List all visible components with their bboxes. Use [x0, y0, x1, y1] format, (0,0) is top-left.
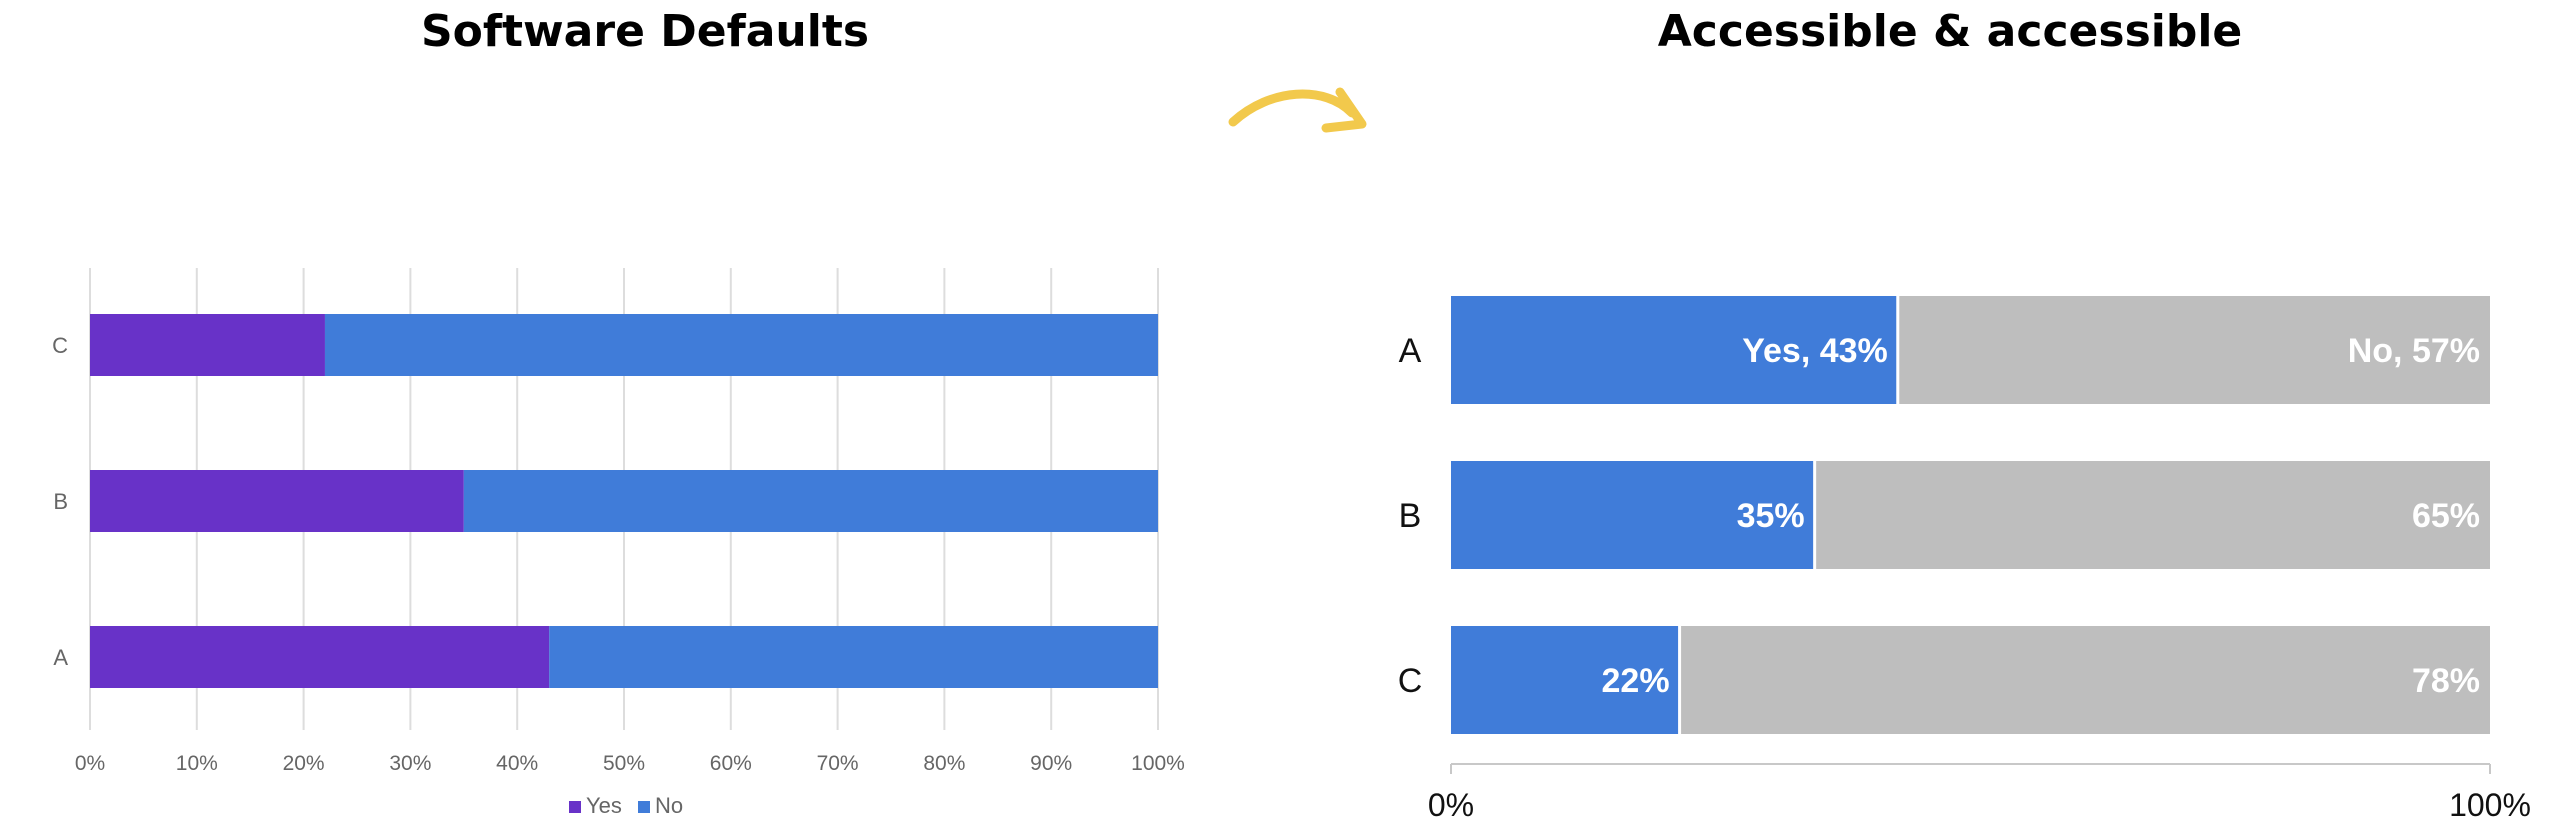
arrow-head	[1321, 87, 1367, 133]
data-label: 35%	[1737, 497, 1805, 535]
bar-segment-no-b	[1814, 461, 2490, 569]
data-label: 65%	[2412, 497, 2480, 535]
y-tick-label: B	[1399, 497, 1422, 535]
bar-yes-c	[90, 314, 325, 376]
y-tick-label: B	[53, 489, 68, 514]
x-tick-label: 100%	[1131, 752, 1185, 775]
x-tick-label: 60%	[710, 752, 752, 775]
data-label: 22%	[1602, 662, 1670, 700]
x-tick-label: 10%	[176, 752, 218, 775]
x-tick-label: 70%	[817, 752, 859, 775]
legend-swatch-no	[638, 801, 650, 813]
legend-swatch-yes	[569, 801, 581, 813]
data-label: No, 57%	[2348, 332, 2480, 370]
x-tick-label: 40%	[496, 752, 538, 775]
curved-arrow-right-icon	[1228, 89, 1357, 127]
x-tick-label: 0%	[75, 752, 105, 775]
bar-yes-a	[90, 626, 550, 688]
right-chart-title: Accessible & accessible	[1657, 6, 2243, 57]
x-tick-label: 50%	[603, 752, 645, 775]
left-chart-title: Software Defaults	[420, 6, 870, 57]
x-tick-label: 90%	[1030, 752, 1072, 775]
x-tick-label: 30%	[389, 752, 431, 775]
y-tick-label: A	[53, 645, 68, 670]
y-tick-label: C	[1398, 662, 1423, 700]
bar-no-b	[463, 470, 1158, 532]
x-tick-label: 80%	[923, 752, 965, 775]
y-tick-label: C	[52, 333, 68, 358]
bar-segment-no-c	[1679, 626, 2490, 734]
data-label: Yes, 43%	[1742, 332, 1888, 370]
data-label: 78%	[2412, 662, 2480, 700]
bar-segment-no-a	[1897, 296, 2490, 404]
x-tick-label: 100%	[2449, 787, 2531, 823]
y-tick-label: A	[1399, 332, 1422, 370]
x-tick-label: 0%	[1428, 787, 1474, 823]
x-tick-label: 20%	[283, 752, 325, 775]
bar-no-a	[549, 626, 1158, 688]
legend-label-yes: Yes	[586, 793, 622, 818]
bar-segment-yes-c	[1451, 626, 1680, 734]
bar-segment-yes-b	[1451, 461, 1815, 569]
bar-segment-yes-a	[1451, 296, 1898, 404]
legend-label-no: No	[655, 793, 683, 818]
bar-yes-b	[90, 470, 464, 532]
bar-no-c	[324, 314, 1159, 376]
